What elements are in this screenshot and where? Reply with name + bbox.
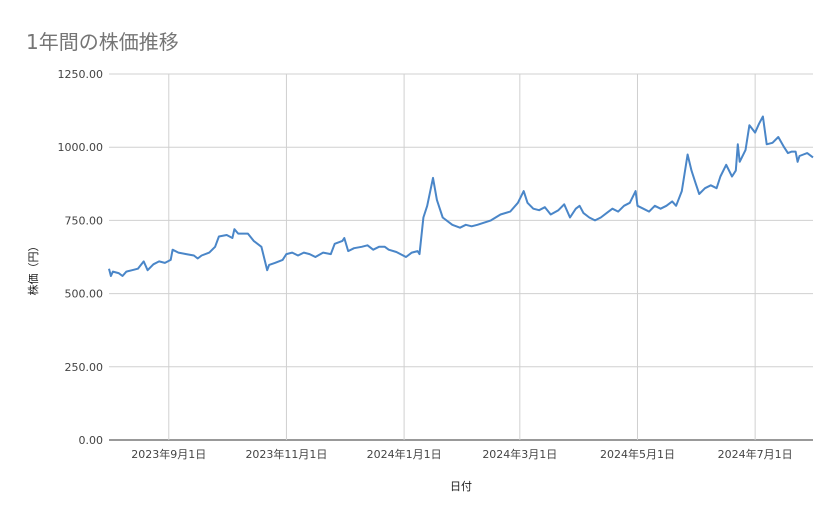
y-tick-label: 250.00 xyxy=(65,361,104,374)
y-tick-label: 1250.00 xyxy=(58,68,104,81)
x-tick-labels: 2023年9月1日 2023年11月1日 2024年1月1日 2024年3月1日 202… xyxy=(131,447,792,461)
y-tick-label: 500.00 xyxy=(65,288,104,301)
y-tick-label: 750.00 xyxy=(65,214,104,227)
x-tick-label: 2023年9月1日 xyxy=(131,447,206,461)
y-tick-labels: 0.00 250.00 500.00 750.00 1000.00 1250.00 xyxy=(58,68,104,447)
chart-title: 1年間の株価推移 xyxy=(26,30,179,54)
y-tick-label: 1000.00 xyxy=(58,141,104,154)
x-tick-label: 2023年11月1日 xyxy=(245,447,327,461)
x-tick-label: 2024年5月1日 xyxy=(600,447,675,461)
x-tick-label: 2024年7月1日 xyxy=(718,447,793,461)
y-axis-title: 株価（円） xyxy=(26,241,40,296)
x-tick-label: 2024年1月1日 xyxy=(367,447,442,461)
grid-lines xyxy=(109,73,813,441)
x-tick-label: 2024年3月1日 xyxy=(482,447,557,461)
x-axis-title: 日付 xyxy=(450,480,472,493)
y-tick-label: 0.00 xyxy=(79,434,104,447)
price-series-line xyxy=(108,115,814,277)
